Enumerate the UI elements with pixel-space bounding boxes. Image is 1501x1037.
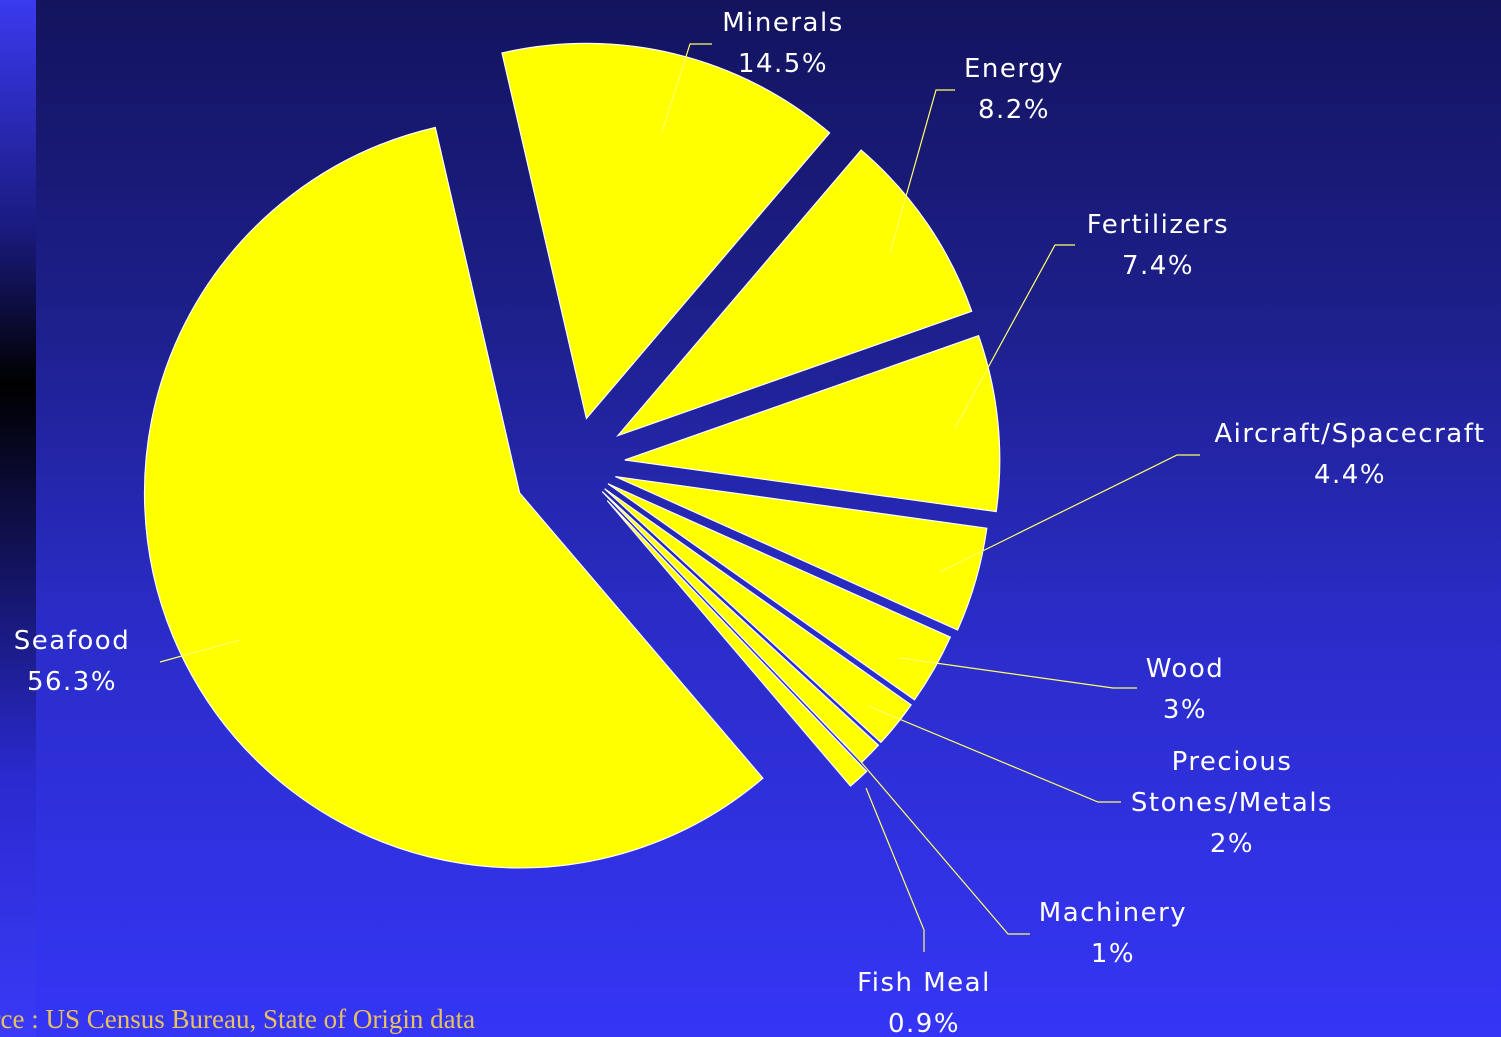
leader-line-machinery (842, 740, 1030, 935)
leader-line-fish-meal (865, 787, 925, 952)
leader-line-energy (889, 89, 955, 254)
slice-labels: Seafood 56.3% Minerals 14.5% Energy 8.2% Ferti… (14, 8, 1485, 1037)
slice-value-label-wood: 3% (1163, 695, 1207, 725)
pie-slice-fish-meal (606, 500, 868, 787)
slice-name-label-precious-stones-metals: Stones/Metals (1131, 788, 1333, 818)
pie-slice-minerals (501, 42, 831, 420)
slice-name-label-minerals: Minerals (722, 8, 844, 38)
pie-slice-precious-stones-metals (604, 488, 912, 744)
slice-name-label-aircraft-spacecraft: Aircraft/Spacecraft (1214, 419, 1485, 449)
pie-slice-seafood (143, 126, 764, 869)
leader-line-wood (899, 657, 1137, 689)
pie-slices (143, 42, 1001, 869)
slice-name-label-seafood: Seafood (14, 626, 130, 656)
pie-slice-fertilizers (624, 334, 1001, 513)
pie-slice-wood (607, 483, 952, 701)
slice-name-label-energy: Energy (964, 54, 1064, 84)
pie-slice-aircraft-spacecraft (615, 476, 988, 631)
slice-value-label-fish-meal: 0.9% (888, 1009, 960, 1037)
slice-value-label-aircraft-spacecraft: 4.4% (1314, 460, 1386, 490)
slice-name-label-machinery: Machinery (1039, 898, 1187, 928)
source-note: urce : US Census Bureau, State of Origin… (0, 1004, 476, 1034)
slice-value-label-fertilizers: 7.4% (1122, 251, 1194, 281)
slice-name-label-precious-stones-metals: Precious (1172, 747, 1293, 777)
slice-value-label-precious-stones-metals: 2% (1210, 829, 1254, 859)
slice-value-label-seafood: 56.3% (27, 667, 117, 697)
slice-name-label-wood: Wood (1146, 654, 1225, 684)
slice-name-label-fertilizers: Fertilizers (1087, 210, 1229, 240)
side-gradient-strip (0, 0, 36, 1037)
slice-name-label-fish-meal: Fish Meal (857, 968, 991, 998)
pie-slice-energy (616, 149, 973, 437)
slice-value-label-energy: 8.2% (978, 95, 1050, 125)
leader-line-fertilizers (954, 244, 1075, 429)
slice-value-label-minerals: 14.5% (738, 49, 828, 79)
leader-line-precious-stones-metals (867, 705, 1121, 803)
slice-value-label-machinery: 1% (1091, 939, 1135, 969)
leader-line-seafood (159, 639, 241, 663)
leader-line-aircraft-spacecraft (939, 454, 1200, 573)
leader-lines (159, 43, 1200, 952)
leader-line-minerals (661, 43, 712, 133)
